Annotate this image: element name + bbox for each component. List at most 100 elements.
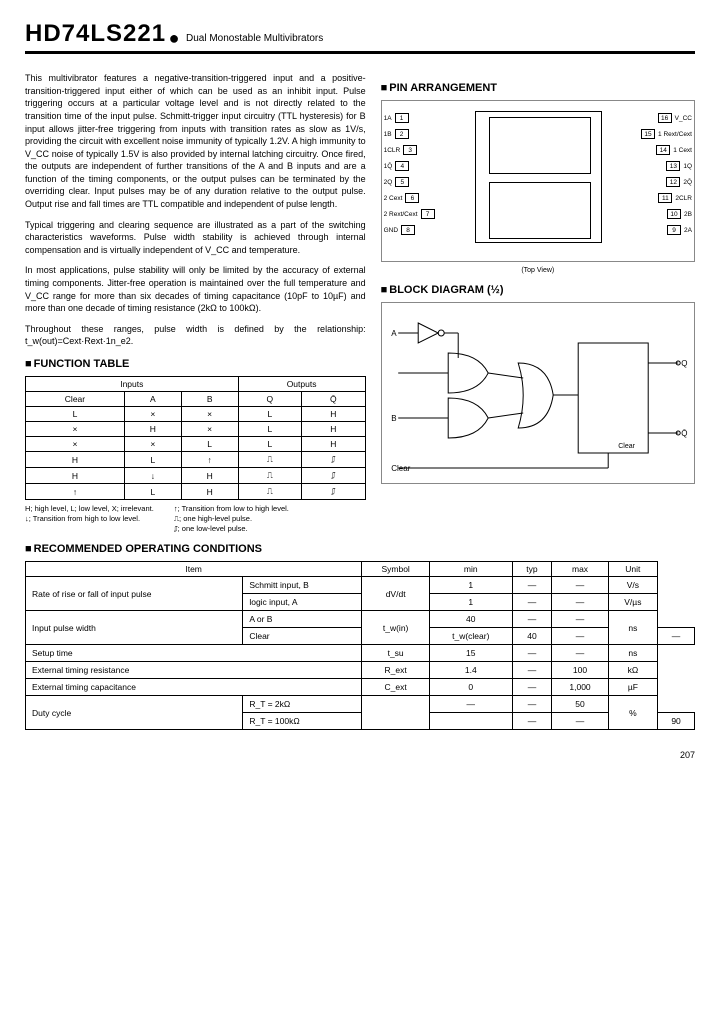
func-cell: ⎍ <box>238 468 302 484</box>
block-diagram-svg: A B Clear Q Q̄ Clear <box>382 303 694 483</box>
output-block <box>578 343 648 453</box>
rec-cell: R_T = 2kΩ <box>243 696 362 713</box>
func-cell: H <box>302 407 366 422</box>
and-gate-1-icon <box>448 353 488 393</box>
pin-label: 2 Cext <box>384 195 403 202</box>
rec-cell: ns <box>608 645 657 662</box>
rec-cell: — <box>512 713 552 730</box>
pin-left-row: GND8 <box>384 225 415 235</box>
func-cell: ↑ <box>26 484 125 500</box>
rec-cell: V/µs <box>608 594 657 611</box>
func-col-header: B <box>181 392 238 407</box>
pin-label: 1 Rext/Cext <box>658 131 692 138</box>
pin-left-row: 2 Rext/Cext7 <box>384 209 435 219</box>
pin-label: 1Q <box>683 163 692 170</box>
rec-cell: t_w(clear) <box>430 628 512 645</box>
rec-cell: 90 <box>658 713 695 730</box>
rec-cell: 1 <box>430 594 512 611</box>
rec-cell: — <box>552 645 608 662</box>
pin-number-box: 5 <box>395 177 409 187</box>
rec-cell: — <box>512 611 552 628</box>
rec-cell: — <box>552 628 608 645</box>
func-cell: × <box>124 437 181 452</box>
chip-outline <box>475 111 602 243</box>
description-p2: Typical triggering and clearing sequence… <box>25 219 366 257</box>
rec-cell: V/s <box>608 577 657 594</box>
and-gate-3-icon <box>518 363 553 428</box>
rec-cell: R_ext <box>362 662 430 679</box>
pin-left-row: 1B2 <box>384 129 409 139</box>
page-number: 207 <box>25 750 695 760</box>
pin-right-row: 141 Cext <box>656 145 692 155</box>
rec-col-header: typ <box>512 562 552 577</box>
pin-right-row: 131Q <box>666 161 692 171</box>
func-cell: L <box>181 437 238 452</box>
rec-cell: — <box>430 696 512 713</box>
func-cell: ⎍ <box>238 452 302 468</box>
pin-label: 2B <box>684 211 692 218</box>
rec-cell: Setup time <box>26 645 362 662</box>
func-cell: × <box>26 437 125 452</box>
rec-cell: — <box>512 662 552 679</box>
rec-cell: Duty cycle <box>26 696 243 730</box>
pin-label: 1Q̄ <box>384 163 393 170</box>
func-cell: L <box>238 422 302 437</box>
rec-cell: 100 <box>552 662 608 679</box>
pin-right-row: 151 Rext/Cext <box>641 129 692 139</box>
rec-col-header: Item <box>26 562 362 577</box>
pin-number-box: 13 <box>666 161 680 171</box>
rec-cell: — <box>512 645 552 662</box>
pin-number-box: 10 <box>667 209 681 219</box>
rec-cell: t_w(in) <box>362 611 430 645</box>
func-col-header: Q̄ <box>302 392 366 407</box>
pin-label: 2Q̄ <box>683 179 692 186</box>
block-label-qbar: Q̄ <box>681 429 687 438</box>
left-column: This multivibrator features a negative-t… <box>25 72 366 533</box>
rec-cell: Clear <box>243 628 362 645</box>
pin-arrangement-diagram: 1A11B21CLR31Q̄42Q52 Cext62 Rext/Cext7GND… <box>381 100 695 262</box>
rec-cell: kΩ <box>608 662 657 679</box>
pin-caption: (Top View) <box>381 267 695 274</box>
func-cell: × <box>26 422 125 437</box>
pin-number-box: 8 <box>401 225 415 235</box>
func-cell: ⎍ <box>238 484 302 500</box>
func-cell: H <box>181 484 238 500</box>
rec-cell: 40 <box>430 611 512 628</box>
description-p1: This multivibrator features a negative-t… <box>25 72 366 211</box>
pin-label: 1A <box>384 115 392 122</box>
pin-number-box: 6 <box>405 193 419 203</box>
function-table: Inputs Outputs ClearABQQ̄ L××LH×H×LH××LL… <box>25 376 366 500</box>
rec-cell: µF <box>608 679 657 696</box>
rec-cell: dV/dt <box>362 577 430 611</box>
pin-number-box: 15 <box>641 129 655 139</box>
pin-label: GND <box>384 227 398 234</box>
block-label-clear2: Clear <box>618 443 635 450</box>
rec-cell: ns <box>608 611 657 645</box>
description-p3: In most applications, pulse stability wi… <box>25 264 366 314</box>
func-cell: L <box>124 484 181 500</box>
pin-left-row: 2 Cext6 <box>384 193 420 203</box>
pin-right-row: 122Q̄ <box>666 177 692 187</box>
pin-number-box: 16 <box>658 113 672 123</box>
func-cell: H <box>302 437 366 452</box>
func-cell: H <box>26 452 125 468</box>
func-cell: × <box>181 407 238 422</box>
rec-cell: — <box>512 679 552 696</box>
func-cell: L <box>124 452 181 468</box>
pin-label: 1 Cext <box>673 147 692 154</box>
rec-cell: — <box>512 577 552 594</box>
pin-number-box: 1 <box>395 113 409 123</box>
pin-label: V_CC <box>675 115 692 122</box>
func-head-inputs: Inputs <box>26 377 239 392</box>
pin-number-box: 9 <box>667 225 681 235</box>
func-cell: H <box>302 422 366 437</box>
pin-left-row: 1A1 <box>384 113 409 123</box>
inverter-icon <box>418 323 438 343</box>
func-cell: H <box>181 468 238 484</box>
rec-col-header: Symbol <box>362 562 430 577</box>
pin-label: 2Q <box>384 179 393 186</box>
rec-cell: — <box>512 696 552 713</box>
pin-label: 2 Rext/Cext <box>384 211 418 218</box>
pin-label: 2CLR <box>675 195 692 202</box>
rec-cell: 1,000 <box>552 679 608 696</box>
